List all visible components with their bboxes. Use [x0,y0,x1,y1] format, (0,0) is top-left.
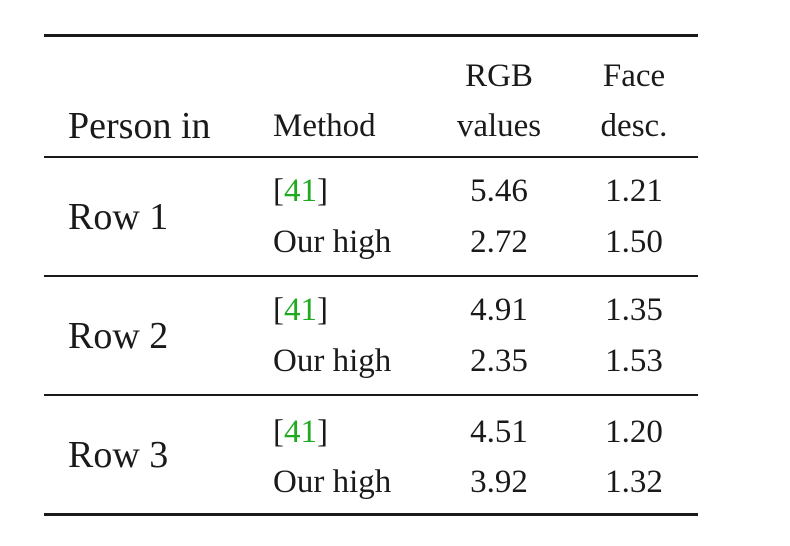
face-value: 1.35 [605,292,663,328]
rgb-value: 4.91 [470,292,528,328]
header-face-line2: desc. [600,108,668,144]
face-value: 1.21 [605,173,663,209]
header-person: Person in [68,105,211,147]
header-rgb-line1: RGB [465,58,533,94]
rgb-value: 4.51 [470,414,528,450]
bottom-rule [44,513,698,516]
person-label: Row 1 [68,196,169,238]
method-citation[interactable]: [41] [273,416,328,449]
row-group-1: Row 1 [41] 5.46 1.21 Our high 2.72 1.50 [44,158,698,275]
header-face-line1: Face [602,58,666,94]
citation-link[interactable]: 41 [284,292,317,328]
rgb-value: 5.46 [470,173,528,209]
face-value: 1.50 [605,224,663,260]
citation-link[interactable]: 41 [284,173,317,209]
cite-bracket-open: [ [273,292,284,328]
method-label: Our high [273,343,392,379]
group-rule [44,394,698,396]
cite-bracket-close: ] [317,173,328,209]
row-group-2: Row 2 [41] 4.91 1.35 Our high 2.35 1.53 [44,277,698,394]
cite-bracket-close: ] [317,292,328,328]
face-value: 1.53 [605,343,663,379]
cite-bracket-close: ] [317,414,328,450]
rgb-value: 2.72 [470,224,528,260]
header-rule [44,156,698,158]
face-value: 1.32 [605,464,663,500]
method-label: Our high [273,224,392,260]
method-citation[interactable]: [41] [273,175,328,208]
face-value: 1.20 [605,414,663,450]
person-label: Row 2 [68,315,169,357]
citation-link[interactable]: 41 [284,414,317,450]
cite-bracket-open: [ [273,173,284,209]
rgb-value: 3.92 [470,464,528,500]
person-label: Row 3 [68,434,169,476]
row-group-3: Row 3 [41] 4.51 1.20 Our high 3.92 1.32 [44,396,698,513]
results-table: Person in Method RGB values Face desc. R… [44,34,698,516]
cite-bracket-open: [ [273,414,284,450]
method-citation[interactable]: [41] [273,294,328,327]
header-rgb-line2: values [456,108,542,144]
top-rule [44,34,698,37]
method-label: Our high [273,464,392,500]
header-method: Method [273,108,376,144]
group-rule [44,275,698,277]
rgb-value: 2.35 [470,343,528,379]
table-header: Person in Method RGB values Face desc. [44,37,698,156]
